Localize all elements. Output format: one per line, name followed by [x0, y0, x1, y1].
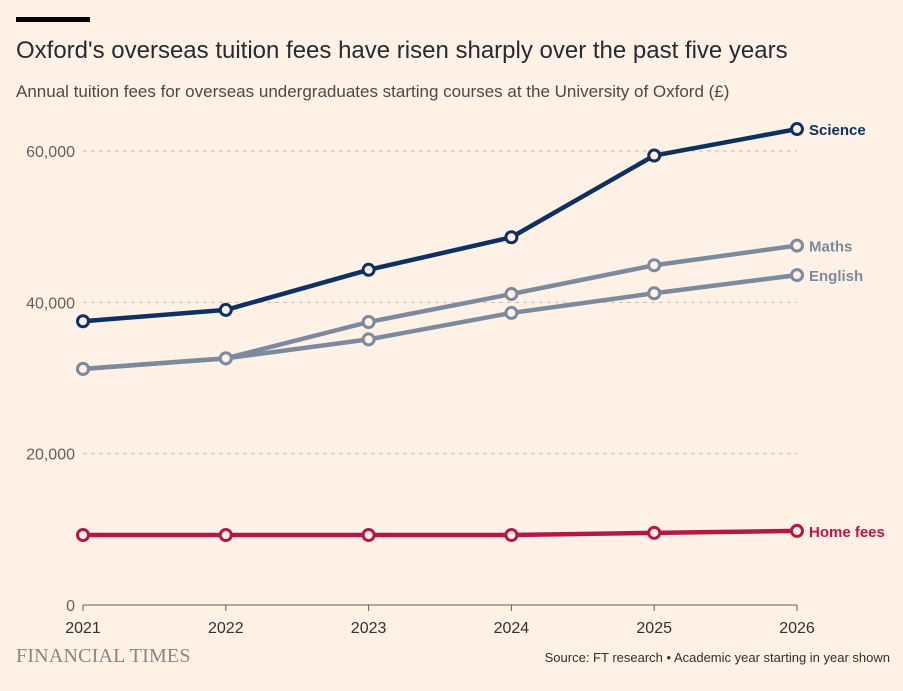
y-tick-label: 0 — [66, 598, 75, 615]
series-label-maths: Maths — [809, 239, 852, 256]
data-point-maths — [790, 238, 804, 253]
data-point-maths — [361, 315, 376, 330]
data-point-home-fees — [361, 528, 376, 543]
x-tick-label: 2024 — [494, 620, 530, 637]
series-line-science — [80, 126, 800, 324]
series-lines — [76, 122, 804, 543]
chart-title: Oxford's overseas tuition fees have rise… — [16, 37, 788, 64]
y-tick-label: 60,000 — [26, 144, 75, 161]
gridlines — [83, 150, 797, 455]
series-line-english — [80, 272, 800, 372]
data-point-home-fees — [504, 528, 519, 543]
data-point-english — [647, 286, 662, 301]
data-point-english — [218, 351, 233, 366]
data-point-science — [361, 262, 376, 277]
series-line-maths — [80, 243, 800, 372]
data-point-english — [76, 361, 90, 376]
series-line-home-fees — [80, 528, 800, 538]
data-point-home-fees — [647, 525, 662, 540]
y-tick-label: 20,000 — [26, 447, 75, 464]
x-tick-label: 2026 — [779, 620, 815, 637]
series-label-english: English — [809, 268, 863, 285]
data-point-science — [76, 314, 90, 329]
data-point-home-fees — [218, 528, 233, 543]
data-point-home-fees — [790, 523, 804, 538]
series-label-home-fees: Home fees — [809, 524, 885, 541]
series-label-science: Science — [809, 122, 866, 139]
x-tick-label: 2023 — [351, 620, 387, 637]
x-tick-label: 2025 — [636, 620, 672, 637]
source-note: Source: FT research • Academic year star… — [544, 650, 890, 665]
data-point-home-fees — [76, 528, 90, 543]
data-point-science — [647, 148, 662, 163]
top-accent-bar — [16, 17, 90, 22]
data-point-science — [218, 302, 233, 317]
data-point-science — [504, 230, 519, 245]
series-labels: Science Maths English Home fees — [809, 122, 885, 541]
x-tick-label: 2021 — [65, 620, 101, 637]
chart-subtitle: Annual tuition fees for overseas undergr… — [16, 82, 730, 101]
data-point-maths — [647, 258, 662, 273]
y-tick-label: 40,000 — [26, 295, 75, 312]
data-point-maths — [504, 287, 519, 302]
data-point-english — [790, 268, 804, 283]
ft-brand-logo: FINANCIAL TIMES — [16, 645, 191, 667]
x-tick-label: 2022 — [208, 620, 244, 637]
data-point-english — [504, 305, 519, 320]
data-point-english — [361, 332, 376, 347]
axes: 0 20,000 40,000 60,000 2021 2022 2023 2024 2025 2… — [26, 144, 815, 637]
data-point-science — [790, 122, 804, 137]
